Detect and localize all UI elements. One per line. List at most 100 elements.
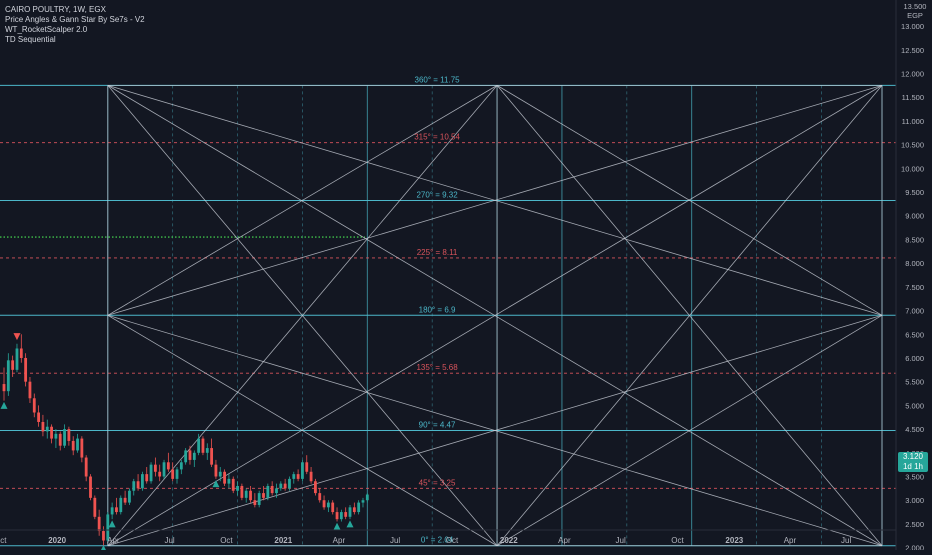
- candle-body-58: [253, 500, 257, 505]
- candle-55: [240, 483, 244, 501]
- candle-body-75: [326, 502, 330, 508]
- gann-star-line-8: [107, 314, 498, 547]
- td-marker-0: [13, 333, 21, 341]
- candle-59: [257, 490, 261, 508]
- time-tick-3: Jul: [164, 536, 174, 545]
- price-tick-3: 3.500: [905, 473, 924, 482]
- time-tick-15: Jul: [841, 536, 851, 545]
- candle-body-54: [236, 485, 239, 491]
- candle-34: [149, 462, 153, 484]
- candle-body-20: [89, 476, 92, 498]
- candle-body-22: [97, 516, 101, 532]
- candle-body-3: [15, 348, 19, 370]
- symbol-title[interactable]: CAIRO POULTRY, 1W, EGX: [5, 5, 106, 14]
- candle-body-19: [84, 457, 88, 477]
- candle-body-0: [2, 384, 6, 392]
- candle-33: [145, 467, 149, 484]
- candle-64: [279, 481, 283, 491]
- gann-level-label-6: 90° = 4.47: [419, 421, 456, 430]
- td-markers: [0, 333, 354, 553]
- gann-level-label-8: 0° = 2.04: [421, 536, 454, 545]
- candle-11: [50, 424, 53, 444]
- candle-body-67: [292, 474, 296, 479]
- candle-1: [6, 353, 10, 396]
- gann-level-label-0: 360° = 11.75: [415, 75, 461, 84]
- gann-level-label-3: 225° = 8.11: [417, 248, 458, 257]
- gann-star-lines: [107, 84, 883, 547]
- candle-body-39: [171, 469, 175, 479]
- candle-66: [288, 476, 291, 491]
- candle-body-7: [32, 398, 36, 413]
- last-price-value: 3.120: [902, 452, 924, 461]
- candle-25: [110, 502, 114, 520]
- time-axis-ticks: Oct 2020 Apr Jul Oct 2021 Apr Jul Oct 2022 Apr Jul O…: [0, 536, 851, 545]
- price-tick-14: 9.000: [905, 212, 924, 221]
- candle-body-73: [318, 493, 322, 501]
- gann-star-line-13: [107, 314, 883, 547]
- price-scale-unit[interactable]: 13.500 EGP: [900, 2, 930, 20]
- price-scale-top-value: 13.500: [903, 2, 927, 11]
- price-tick-16: 10.000: [901, 164, 924, 173]
- candle-body-31: [136, 481, 140, 489]
- currency-label: EGP: [907, 11, 923, 20]
- candle-24: [106, 512, 110, 543]
- candle-31: [136, 474, 140, 491]
- candle-body-55: [240, 485, 244, 498]
- indicator-td-sequential[interactable]: TD Sequential: [5, 35, 56, 44]
- price-tick-5: 4.500: [905, 425, 924, 434]
- td-marker-6: [346, 520, 354, 528]
- bar-countdown: 1d 1h: [902, 462, 924, 471]
- price-tick-20: 12.000: [901, 69, 924, 78]
- candle-2: [11, 355, 15, 377]
- price-tick-22: 13.000: [901, 22, 924, 31]
- candle-21: [93, 495, 97, 520]
- candle-body-21: [93, 497, 97, 517]
- candle-3: [15, 343, 19, 373]
- gann-star-line-6: [107, 85, 498, 316]
- candle-body-56: [244, 490, 248, 498]
- gann-star-line-9: [496, 314, 883, 547]
- candle-body-63: [275, 488, 278, 494]
- candle-body-80: [348, 507, 352, 517]
- candle-4: [19, 334, 23, 363]
- chart-legend: CAIRO POULTRY, 1W, EGX Price Angles & Ga…: [5, 5, 145, 45]
- candle-18: [80, 436, 84, 463]
- time-tick-1: 2020: [48, 536, 66, 545]
- candle-78: [339, 509, 343, 522]
- candle-body-74: [322, 500, 326, 508]
- candle-47: [205, 443, 209, 460]
- indicator-wt-rocketscalper[interactable]: WT_RocketScalper 2.0: [5, 25, 88, 34]
- price-tick-6: 5.000: [905, 401, 924, 410]
- candle-12: [54, 429, 58, 449]
- candle-70: [305, 455, 309, 475]
- td-marker-5: [333, 522, 341, 530]
- candle-57: [249, 485, 252, 503]
- candle-0: [2, 367, 6, 401]
- candle-body-16: [71, 440, 75, 451]
- candle-5: [24, 353, 28, 387]
- candle-20: [89, 474, 92, 501]
- candle-61: [266, 483, 270, 501]
- candle-32: [140, 471, 144, 491]
- candle-body-1: [6, 360, 10, 392]
- candle-body-48: [210, 448, 214, 465]
- candle-67: [292, 471, 296, 484]
- candle-body-68: [296, 474, 300, 479]
- candle-43: [188, 445, 192, 465]
- candle-series: [2, 334, 369, 546]
- candle-body-4: [19, 348, 23, 358]
- candle-72: [314, 478, 317, 496]
- candle-body-45: [197, 438, 201, 453]
- gann-star-line-7: [496, 85, 883, 316]
- candle-16: [71, 436, 75, 456]
- candle-body-29: [128, 490, 131, 503]
- indicator-gann-star[interactable]: Price Angles & Gann Star By Se7s - V2: [5, 15, 145, 24]
- candle-body-2: [11, 360, 15, 370]
- candle-58: [253, 493, 257, 508]
- candle-38: [166, 452, 170, 472]
- candle-body-24: [106, 514, 110, 541]
- candle-26: [115, 497, 118, 515]
- candle-body-43: [188, 450, 192, 460]
